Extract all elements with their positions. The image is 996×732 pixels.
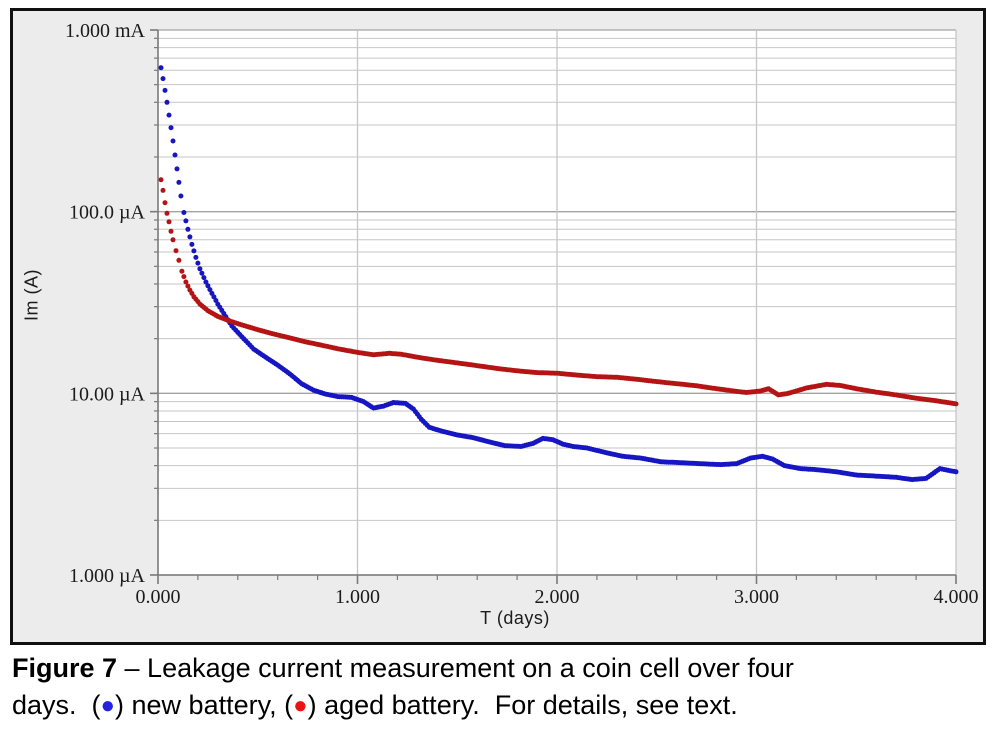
leakage-current-chart: 0.000 1.000 2.000 3.000 4.000 1.000 mA 100.0 µ… [65, 20, 979, 608]
data-point [168, 125, 174, 131]
data-point [181, 210, 187, 215]
y-tick-label: 1.000 mA [65, 20, 146, 42]
figure-number: Figure 7 [12, 653, 118, 683]
data-point [197, 266, 203, 272]
data-point [199, 270, 205, 276]
data-point [166, 219, 172, 225]
data-point [162, 87, 168, 93]
data-point [170, 237, 176, 243]
caption-text: ) new battery, ( [115, 690, 294, 720]
data-point [164, 99, 170, 105]
x-tick-label: 2.000 [535, 586, 580, 608]
y-tick-label: 1.000 µA [69, 565, 146, 587]
data-point [185, 226, 191, 232]
data-point [183, 218, 189, 224]
data-point [207, 287, 213, 293]
data-point [160, 76, 166, 82]
data-point [158, 65, 164, 71]
x-axis-title: T (days) [480, 608, 550, 628]
caption-line: Figure 7 – Leakage current measurement o… [12, 653, 794, 683]
data-point [185, 283, 191, 289]
data-point [164, 210, 170, 216]
data-point [174, 166, 180, 172]
x-tick-label: 0.000 [136, 586, 181, 608]
x-tick-label: 4.000 [934, 586, 979, 608]
data-point [187, 234, 193, 240]
caption-text: days. ( [12, 690, 101, 720]
data-point [176, 179, 182, 185]
data-point [195, 260, 201, 266]
figure-caption: Figure 7 – Leakage current measurement o… [12, 650, 980, 724]
chart-panel: 0.000 1.000 2.000 3.000 4.000 1.000 mA 100.0 µ… [10, 8, 986, 645]
data-point [172, 152, 178, 158]
x-tick-label: 1.000 [335, 586, 380, 608]
caption-text: – Leakage current measurement on a coin … [117, 653, 794, 683]
data-point [176, 257, 182, 263]
data-point [160, 187, 166, 193]
data-point [189, 241, 195, 247]
y-tick-label: 10.00 µA [69, 383, 146, 405]
data-point [173, 248, 179, 254]
data-point [170, 138, 176, 144]
data-point [953, 401, 959, 407]
data-point [168, 228, 174, 234]
data-point [162, 200, 168, 206]
y-tick-label: 100.0 µA [69, 202, 146, 224]
data-point [181, 274, 187, 280]
caption-text: ) aged battery. For details, see text. [307, 690, 738, 720]
data-point [193, 254, 199, 260]
data-point [953, 469, 959, 475]
caption-line: days. (●) new battery, (●) aged battery.… [12, 690, 738, 720]
series-new-battery [158, 65, 959, 483]
data-point [178, 193, 184, 199]
data-point [191, 248, 197, 254]
data-point [205, 283, 211, 289]
data-point [201, 275, 207, 281]
y-axis-title: Im (A) [21, 269, 42, 321]
data-point [203, 279, 209, 285]
legend-marker-dot: ● [293, 692, 308, 719]
legend-marker-dot: ● [100, 692, 116, 719]
data-point [183, 279, 189, 285]
x-tick-label: 3.000 [734, 586, 779, 608]
series-aged-battery [158, 177, 959, 407]
data-point [179, 268, 185, 274]
data-point [166, 112, 172, 118]
data-point [158, 177, 164, 183]
